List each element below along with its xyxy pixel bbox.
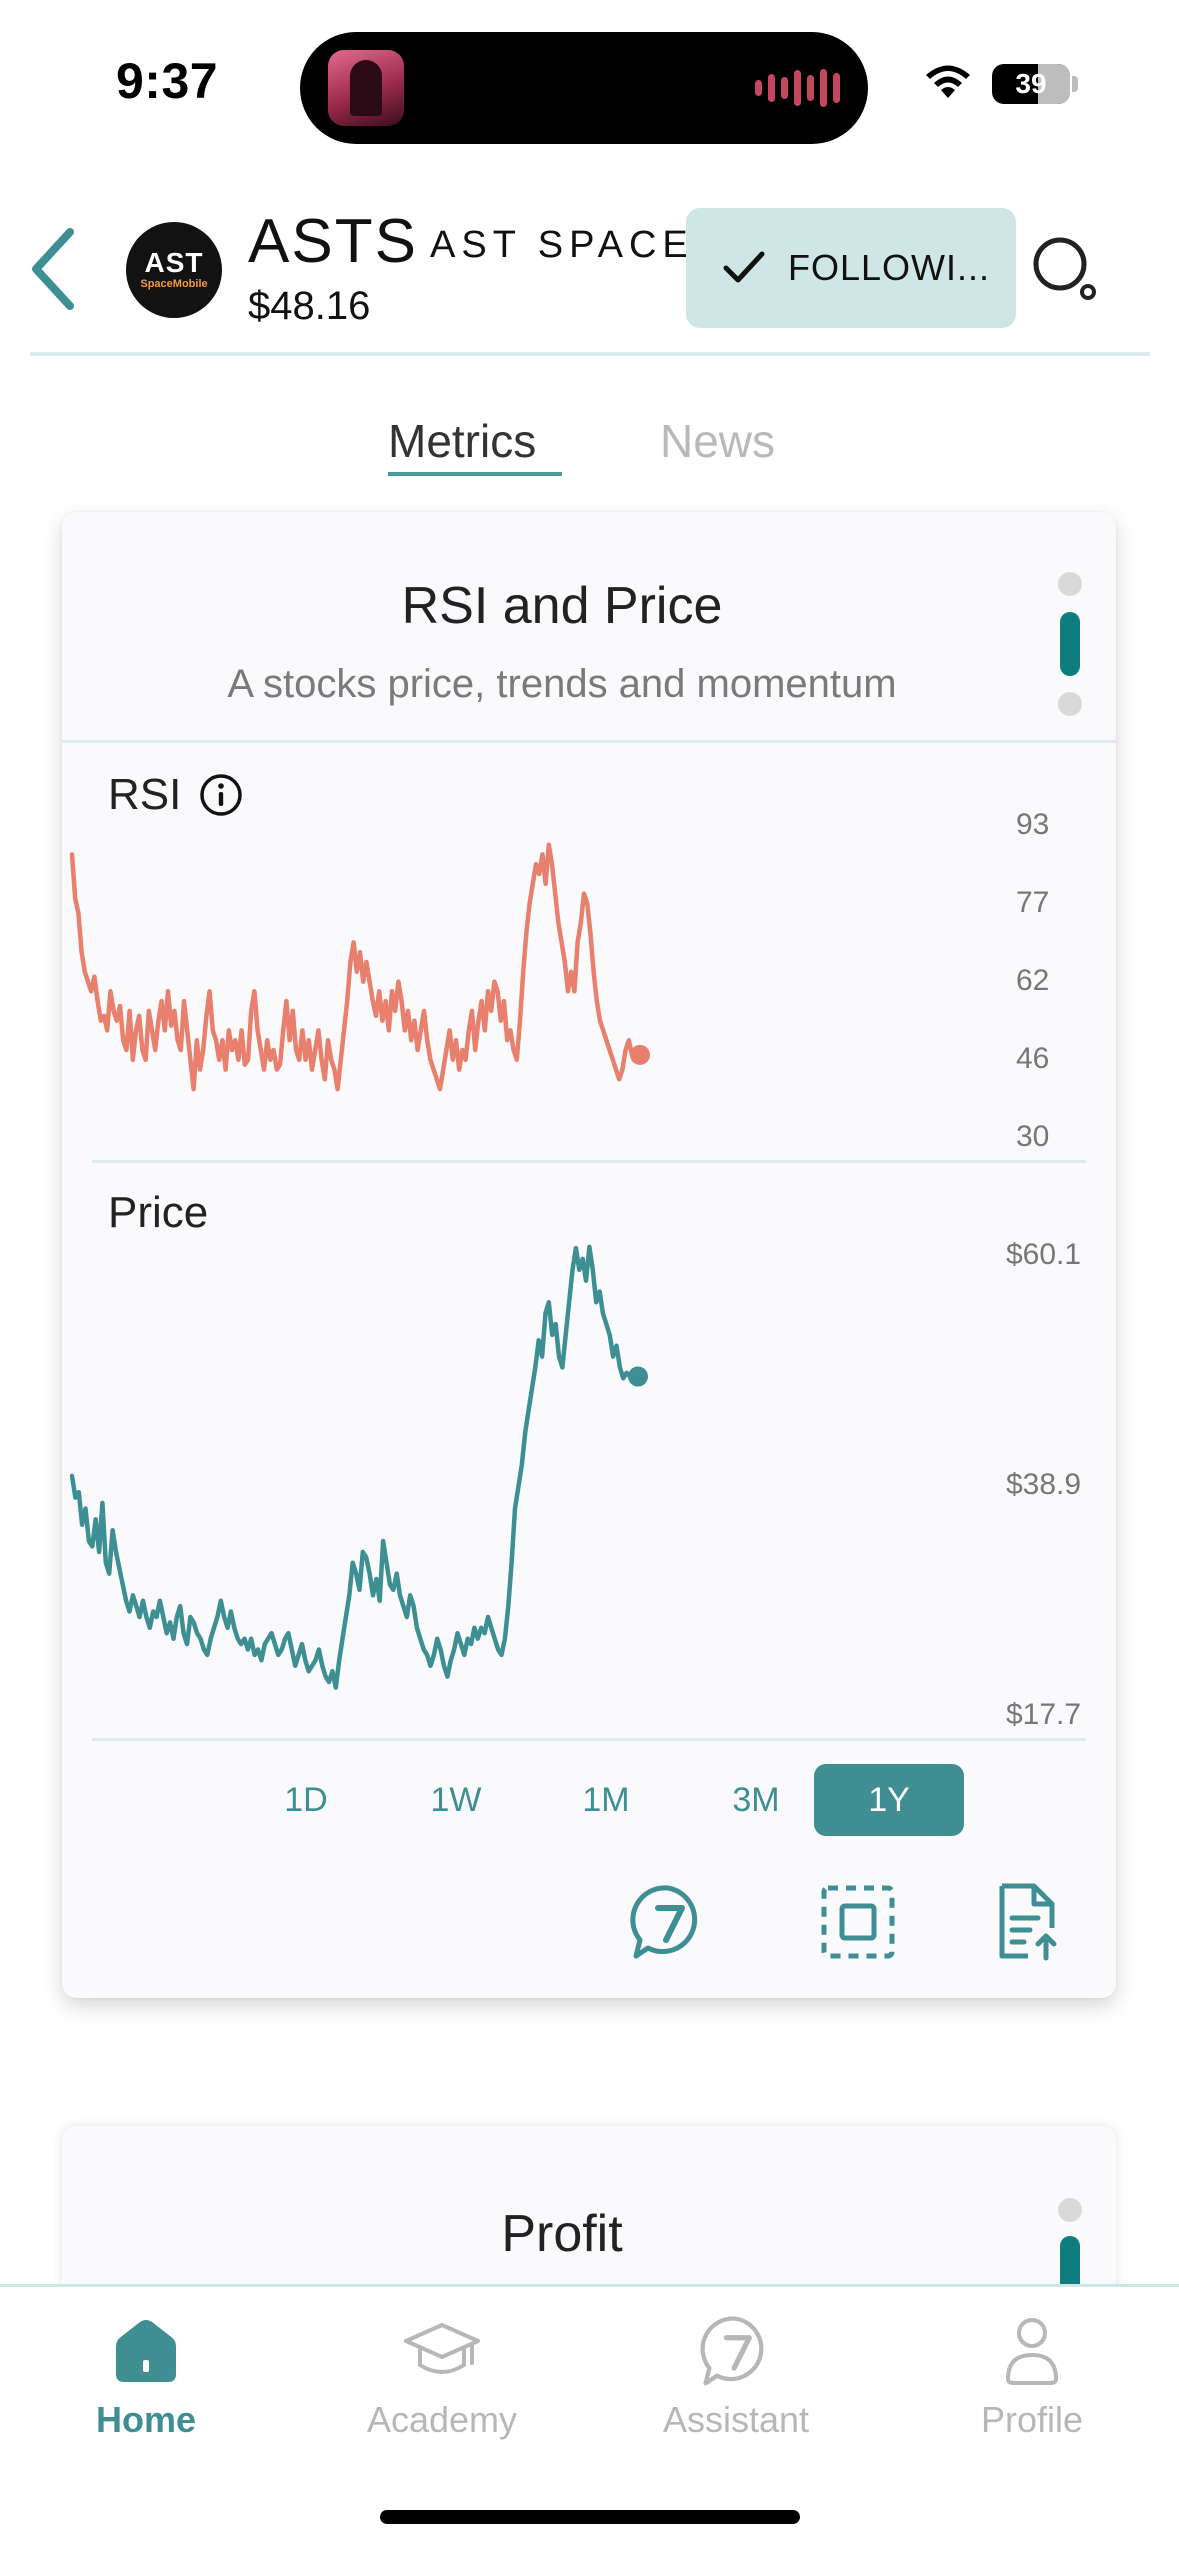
checkmark-icon: [723, 251, 765, 283]
follow-button-label: FOLLOWI...: [788, 247, 991, 288]
pager-dot-active[interactable]: [1060, 612, 1080, 676]
nav-item-profile[interactable]: Profile: [902, 2313, 1162, 2441]
tab-metrics[interactable]: Metrics: [388, 415, 537, 467]
pager-dot[interactable]: [1058, 2198, 1082, 2222]
card-title: RSI and Price: [401, 577, 723, 635]
nav-item-academy[interactable]: Academy: [312, 2313, 572, 2441]
home-icon: [116, 2320, 176, 2382]
nav-item-home[interactable]: Home: [16, 2313, 276, 2441]
rsi-tick-label: 46: [1016, 1042, 1050, 1075]
active-tab-indicator: [388, 472, 562, 476]
dynamic-island[interactable]: [300, 32, 868, 144]
company-name: AST SPACEMOBILE: [430, 224, 690, 266]
range-button-3m[interactable]: 3M: [732, 1780, 780, 1819]
export-document-icon[interactable]: [994, 1882, 1060, 1962]
card-subtitle: A stocks price, trends and momentum: [227, 662, 897, 706]
rsi-label-group: RSI: [108, 770, 243, 820]
nav-label-assistant: Assistant: [662, 2399, 810, 2440]
now-playing-artwork: [328, 50, 404, 126]
ticker-symbol: ASTS: [248, 207, 418, 276]
audio-waveform-icon: [755, 68, 840, 108]
header-divider: [30, 352, 1150, 356]
range-button-1y[interactable]: 1Y: [814, 1764, 964, 1836]
logo-text-bottom: SpaceMobile: [140, 278, 208, 290]
nav-label-home: Home: [95, 2399, 197, 2440]
nav-label-academy: Academy: [366, 2399, 518, 2440]
price-last-point: [628, 1366, 648, 1387]
rsi-price-charts[interactable]: [62, 512, 1116, 1752]
battery-icon: 39: [992, 64, 1070, 104]
user-icon: [1005, 2318, 1059, 2385]
price-tick-label: $60.1: [1006, 1238, 1082, 1271]
card2-title: Profit: [501, 2205, 623, 2263]
logo-text-top: AST: [144, 247, 204, 278]
rsi-divider: [92, 1160, 1086, 1163]
tab-news[interactable]: News: [660, 415, 776, 467]
wifi-icon: [926, 65, 970, 98]
current-price: $48.16: [248, 284, 371, 328]
price-tick-label: $17.7: [1006, 1698, 1082, 1731]
nav-item-assistant[interactable]: Assistant: [606, 2313, 866, 2441]
bottom-nav: Home Academy Assistant Profile: [0, 2284, 1179, 2556]
company-logo: AST SpaceMobile: [126, 222, 222, 318]
rsi-tick-label: 30: [1016, 1120, 1050, 1153]
range-button-1w[interactable]: 1W: [430, 1780, 482, 1819]
status-time: 9:37: [116, 53, 219, 109]
nav-label-profile: Profile: [980, 2399, 1084, 2440]
back-chevron-icon[interactable]: [24, 224, 80, 314]
range-button-1d[interactable]: 1D: [284, 1780, 328, 1819]
follow-button[interactable]: FOLLOWI...: [686, 208, 1016, 328]
info-icon[interactable]: [199, 773, 243, 817]
home-indicator: [380, 2510, 800, 2524]
price-tick-label: $38.9: [1006, 1468, 1082, 1501]
pager-dot[interactable]: [1058, 692, 1082, 716]
price-divider: [92, 1738, 1086, 1741]
card-divider: [62, 740, 1116, 743]
assistant-chat-icon[interactable]: [628, 1882, 708, 1962]
rsi-tick-label: 62: [1016, 964, 1050, 997]
pager-dot[interactable]: [1058, 572, 1082, 596]
range-button-1m[interactable]: 1M: [582, 1780, 630, 1819]
screenshot-select-icon[interactable]: [818, 1882, 898, 1962]
price-label: Price: [108, 1188, 209, 1237]
search-icon[interactable]: [1030, 232, 1100, 304]
rsi-last-point: [630, 1044, 650, 1065]
assistant-icon: [700, 2316, 764, 2386]
rsi-tick-label: 77: [1016, 886, 1050, 919]
price-series-line: [69, 1244, 633, 1690]
rsi-series-line: [69, 842, 635, 1092]
battery-tip: [1072, 76, 1078, 92]
graduation-cap-icon: [404, 2323, 480, 2374]
battery-level: 39: [1015, 68, 1047, 99]
rsi-label: RSI: [108, 770, 182, 819]
rsi-tick-label: 93: [1016, 808, 1050, 841]
rsi-price-card: RSI and Price A stocks price, trends and…: [62, 512, 1116, 1998]
